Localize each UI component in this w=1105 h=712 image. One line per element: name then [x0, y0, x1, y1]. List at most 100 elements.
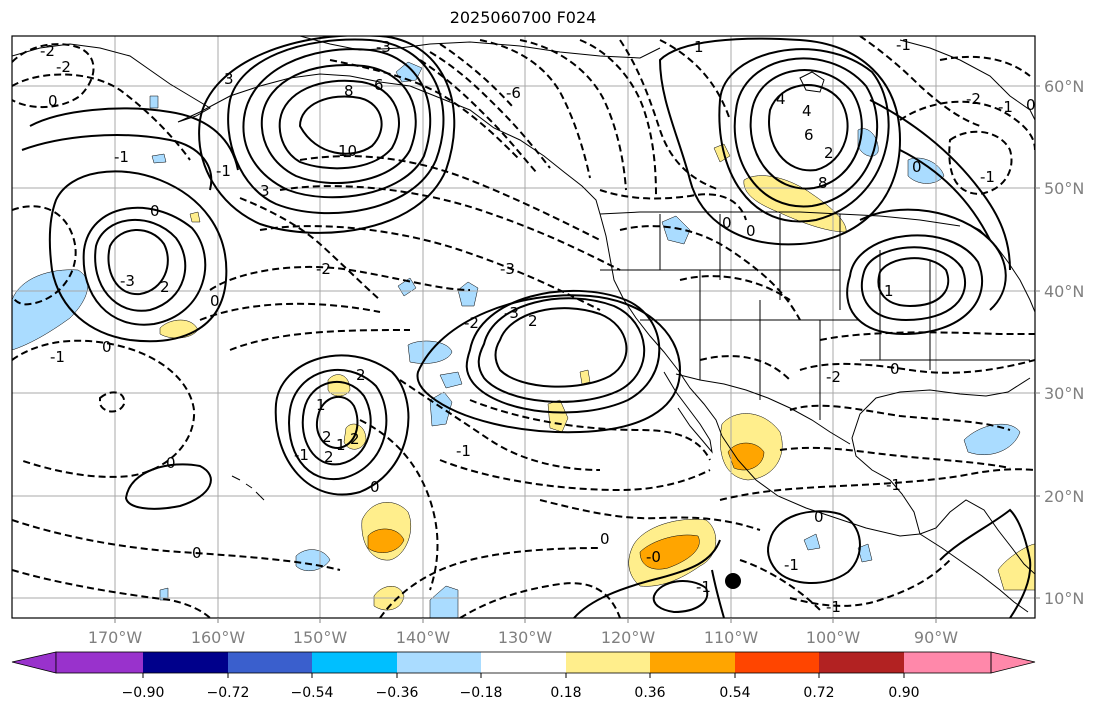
- contour-dashed: [659, 39, 731, 121]
- contour-label: -1: [998, 98, 1013, 116]
- map-plot-area: -2 -2 0 -1 3 -3 -6 8 6 10 4 4 6 8 2 -1 0…: [12, 36, 1036, 618]
- contour-label: -2: [40, 42, 55, 60]
- contour-label: -0: [646, 548, 661, 566]
- colorbar: −0.90 −0.72 −0.54 −0.36 −0.18 0.18 0.36 …: [11, 651, 1036, 701]
- contour-label: -1: [826, 598, 841, 616]
- contour-dashed: [12, 43, 95, 109]
- contour-label: 0: [746, 222, 756, 240]
- lat-label: 10°N: [1044, 589, 1084, 608]
- contour-label: 8: [818, 174, 828, 192]
- contour-dashed: [699, 355, 791, 381]
- colorbar-frame: [55, 651, 992, 674]
- coastline-gulf: [851, 377, 1031, 535]
- contour-dashed: [939, 55, 1031, 77]
- contour-label: 0: [48, 92, 58, 110]
- lake-canada: [799, 71, 825, 93]
- contour-solid: [860, 246, 967, 322]
- contour-label: -2: [966, 90, 981, 108]
- contour-dashed: [12, 339, 196, 478]
- coastline-central-america: [919, 533, 1029, 613]
- contour-solid: [939, 508, 1032, 618]
- contour-label: 0: [890, 360, 900, 378]
- contour-dashed: [259, 225, 601, 311]
- us-mexico-border: [675, 373, 851, 445]
- contour-label: 4: [776, 90, 786, 108]
- contour-dashed: [229, 329, 411, 351]
- contour-solid: [94, 218, 187, 312]
- colorbar-tick-label: 0.54: [719, 685, 750, 701]
- contour-dashed: [899, 100, 1035, 151]
- contour-solid: [29, 107, 239, 171]
- contour-dashed: [329, 59, 521, 161]
- contour-dashed: [12, 519, 341, 571]
- contour-label: 0: [166, 454, 176, 472]
- positive-strong-region: [639, 534, 700, 570]
- positive-anomaly-region: [547, 399, 569, 433]
- colorbar-bin: [735, 652, 819, 673]
- coastline-alaska: [12, 43, 601, 215]
- contour-label: -1: [50, 348, 65, 366]
- contour-label: -3: [504, 304, 519, 322]
- colorbar-tick-label: −0.36: [376, 685, 419, 701]
- contour-label: 0: [150, 202, 160, 220]
- contour-label: -2: [826, 368, 841, 386]
- contour-dashed: [799, 359, 1035, 374]
- colorbar-bin: [312, 652, 397, 673]
- lon-label: 100°W: [806, 628, 861, 647]
- colorbar-tick-label: 0.36: [634, 685, 665, 701]
- contour-solid: [494, 307, 628, 388]
- lat-label: 30°N: [1044, 384, 1084, 403]
- contour-dashed: [948, 130, 1013, 196]
- contour-labels: -2 -2 0 -1 3 -3 -6 8 6 10 4 4 6 8 2 -1 0…: [40, 36, 1036, 616]
- contour-solid: [749, 69, 863, 190]
- positive-anomaly-region: [327, 374, 351, 397]
- contour-solid: [711, 569, 725, 618]
- contour-dashed: [619, 39, 721, 191]
- contour-solid: [227, 38, 445, 215]
- negative-anomaly-region: [439, 371, 463, 389]
- contour-label: -1: [216, 162, 231, 180]
- contour-label: 10: [338, 142, 357, 160]
- positive-contours: [21, 36, 1032, 618]
- contour-label: 4: [802, 102, 812, 120]
- negative-anomaly-region: [857, 128, 879, 157]
- contour-label: 8: [344, 82, 354, 100]
- contour-label: 2: [322, 428, 332, 446]
- contour-label: 0: [102, 338, 112, 356]
- contour-dashed: [679, 275, 791, 301]
- positive-strong-region: [367, 528, 405, 553]
- contour-dashed: [579, 39, 657, 197]
- contour-label: -2: [56, 58, 71, 76]
- contour-label: 0: [600, 530, 610, 548]
- contour-label: -1: [456, 442, 471, 460]
- colorbar-tick-label: 0.90: [888, 685, 919, 701]
- contour-dashed: [779, 446, 1011, 469]
- negative-anomaly-region: [661, 215, 691, 245]
- contour-solid: [718, 48, 890, 223]
- contour-label: 1: [694, 38, 704, 56]
- negative-anomaly-region: [429, 585, 459, 618]
- colorbar-min-extend: [11, 651, 57, 674]
- contour-solid: [278, 79, 400, 170]
- colorbar-bin: [56, 652, 143, 673]
- state-lines: [600, 214, 1030, 420]
- coastline-baja: [663, 371, 713, 454]
- colorbar-bin: [481, 652, 566, 673]
- contour-dashed: [439, 459, 711, 492]
- contour-solid: [658, 37, 902, 246]
- contour-solid: [260, 64, 417, 185]
- contour-dashed: [12, 205, 77, 306]
- negative-anomaly-region: [457, 281, 479, 307]
- colorbar-tick-label: −0.72: [207, 685, 250, 701]
- map-title: 2025060700 F024: [449, 8, 597, 27]
- contour-solid: [274, 354, 410, 496]
- contour-solid: [846, 234, 984, 336]
- lon-label: 140°W: [396, 628, 451, 647]
- contour-label: 0: [1026, 96, 1036, 114]
- contour-dashed: [279, 185, 621, 271]
- contour-label: -1: [896, 36, 911, 54]
- contour-label: 2: [824, 144, 834, 162]
- contour-solid: [316, 395, 359, 450]
- negative-anomaly-region: [963, 424, 1021, 456]
